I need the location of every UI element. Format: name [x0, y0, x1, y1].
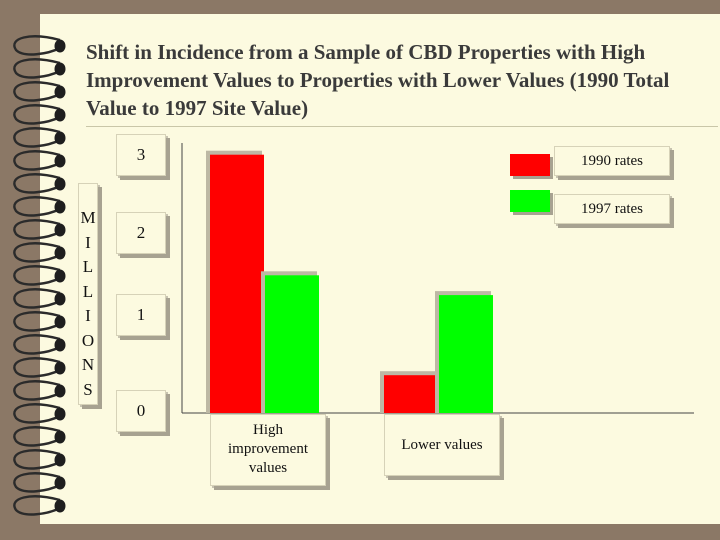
- notebook-binding-rings: [13, 35, 66, 516]
- binding-ring: [13, 449, 66, 470]
- binding-ring: [13, 426, 66, 447]
- binding-ring: [13, 380, 66, 401]
- y-axis-label-letter: O: [81, 330, 95, 350]
- legend-swatch-1997: [510, 190, 550, 212]
- y-tick-label-3: 3: [116, 134, 166, 176]
- x-category-line: Lower values: [401, 437, 483, 453]
- x-category-line: High: [253, 422, 283, 438]
- y-axis-label-letter: N: [81, 355, 95, 374]
- binding-ring: [13, 219, 66, 240]
- y-axis-label-letter: S: [83, 379, 93, 399]
- binding-ring: [13, 265, 66, 286]
- binding-ring: [13, 150, 66, 171]
- y-tick-label-0: 0: [116, 390, 166, 432]
- legend-label-1990: 1990 rates: [554, 146, 670, 176]
- slide-title: Shift in Incidence from a Sample of CBD …: [86, 40, 670, 120]
- binding-ring: [13, 311, 66, 332]
- binding-ring: [13, 357, 66, 378]
- binding-ring: [13, 81, 66, 102]
- binding-ring: [13, 173, 66, 194]
- x-category-line: values: [248, 460, 288, 476]
- legend-swatch-1990: [510, 154, 550, 176]
- binding-ring: [13, 242, 66, 263]
- binding-ring: [13, 334, 66, 355]
- bar-1997-rates-1: [439, 295, 493, 413]
- y-axis-label-letter: L: [82, 281, 94, 301]
- binding-ring: [13, 104, 66, 125]
- notebook-page: [40, 14, 720, 524]
- x-category-line: improvement: [228, 441, 308, 457]
- binding-ring: [13, 495, 66, 516]
- binding-ring: [13, 127, 66, 148]
- binding-ring: [13, 196, 66, 217]
- y-tick-label-1: 1: [116, 294, 166, 336]
- bar-1990-rates-1: [384, 375, 438, 413]
- bar-1990-rates-0: [210, 154, 264, 413]
- bar-1997-rates-0: [265, 275, 319, 413]
- y-tick-label-2: 2: [116, 212, 166, 254]
- legend-label-1997: 1997 rates: [554, 194, 670, 224]
- y-axis-label-letter: I: [85, 232, 91, 252]
- binding-ring: [13, 403, 66, 424]
- y-axis-label-letter: L: [82, 257, 94, 276]
- binding-ring: [13, 288, 66, 309]
- binding-ring: [13, 58, 66, 79]
- x-category-label-high-improvement: High improvement values: [210, 414, 326, 486]
- x-category-label-lower-values: Lower values: [384, 414, 500, 476]
- title-divider: [86, 126, 718, 127]
- y-axis-label-letter: I: [85, 306, 91, 325]
- binding-ring: [13, 472, 66, 493]
- y-axis-label-letter: M: [80, 208, 96, 227]
- binding-ring: [13, 35, 66, 56]
